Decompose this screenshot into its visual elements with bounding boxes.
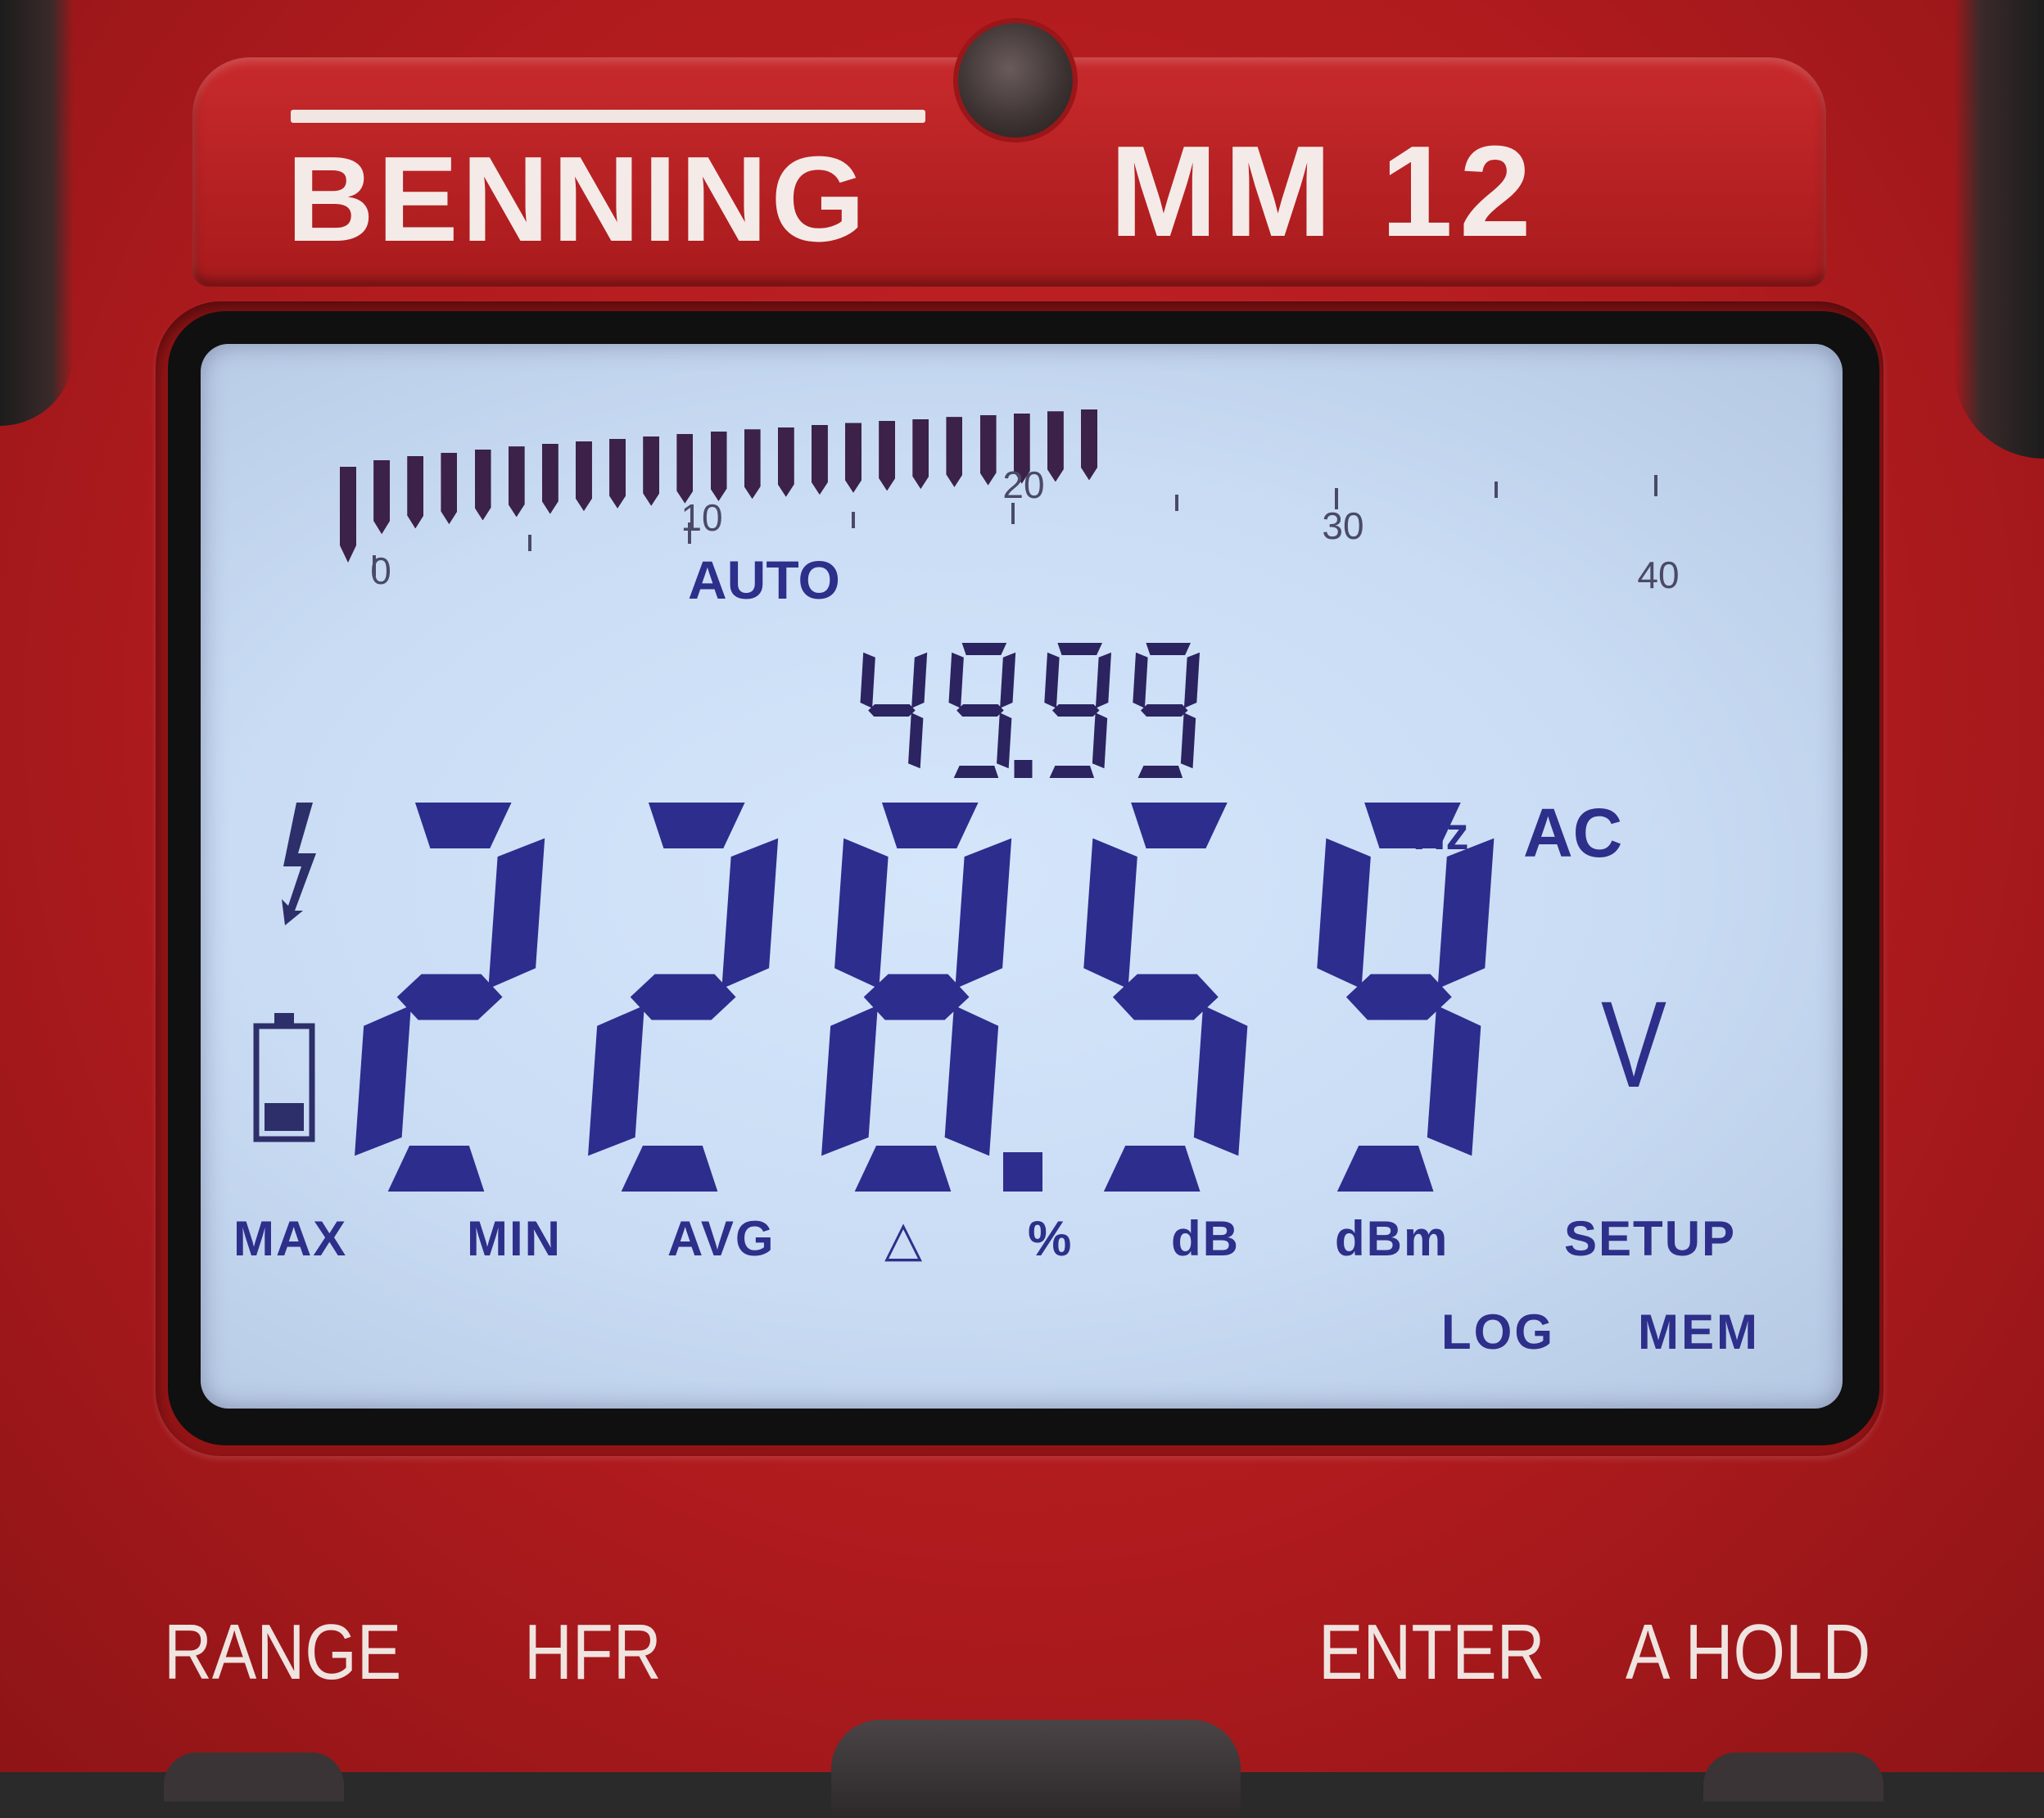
bargraph-scale-label: 30 xyxy=(1322,504,1364,547)
bargraph-segment xyxy=(946,417,963,487)
bargraph-tick xyxy=(1011,503,1015,525)
voltage-unit: V xyxy=(1601,975,1667,1113)
bargraph-tick xyxy=(688,522,691,544)
frequency-digit xyxy=(860,652,928,769)
a-hold-button-label: A HOLD xyxy=(1626,1608,1871,1696)
bargraph-segment xyxy=(474,449,491,521)
auto-range-indicator: AUTO xyxy=(688,549,840,610)
bargraph-segment xyxy=(1013,413,1030,484)
bargraph-segment xyxy=(340,467,356,563)
bargraph-segment xyxy=(541,443,558,514)
annunciator-2: AVG xyxy=(667,1211,776,1266)
light-sensor xyxy=(958,23,1073,138)
hfr-button-label: HFR xyxy=(524,1608,662,1696)
bargraph-segment xyxy=(643,436,660,506)
frequency-digits xyxy=(860,643,1200,778)
annunciator-5: dB xyxy=(1171,1211,1240,1266)
bargraph-tick xyxy=(852,511,855,528)
enter-button-label: ENTER xyxy=(1318,1608,1545,1696)
bargraph-segment xyxy=(407,455,424,529)
bargraph-segment xyxy=(676,433,694,504)
bargraph-segment xyxy=(508,446,525,518)
bargraph-scale-label: 20 xyxy=(1002,464,1045,506)
left-button-edge[interactable] xyxy=(164,1752,344,1802)
bargraph-segment xyxy=(777,427,794,497)
bargraph-segment xyxy=(441,452,458,525)
annunciator-0: MAX xyxy=(233,1211,348,1266)
frequency-digit xyxy=(1133,643,1200,778)
bargraph-segment xyxy=(979,414,997,486)
range-button-label: RANGE xyxy=(164,1608,402,1696)
frequency-digit xyxy=(1044,643,1111,778)
right-button-edge[interactable] xyxy=(1703,1752,1883,1802)
main-voltage-reading xyxy=(352,803,1812,1204)
housing-rubber-right xyxy=(1954,0,2044,459)
annunciator-log: LOG xyxy=(1441,1305,1555,1359)
bargraph-segment xyxy=(811,424,828,495)
housing-rubber-left xyxy=(0,0,74,426)
voltage-digit xyxy=(355,803,545,1192)
voltage-digit xyxy=(588,803,779,1192)
center-button[interactable] xyxy=(831,1720,1241,1818)
frequency-decimal-point xyxy=(1014,760,1033,778)
battery-icon xyxy=(253,1013,315,1142)
model-name: MM 12 xyxy=(1110,120,1538,264)
hazard-bolt-icon xyxy=(282,803,316,925)
annunciator-3: △ xyxy=(884,1211,925,1266)
brand-underline xyxy=(291,110,925,123)
bargraph-scale-label: 0 xyxy=(370,549,391,592)
voltage-digit xyxy=(1317,803,1495,1192)
bargraph-tick xyxy=(1175,495,1178,512)
frequency-reading xyxy=(856,643,1339,790)
bargraph-segment xyxy=(879,420,896,491)
annunciator-7: SETUP xyxy=(1564,1211,1737,1266)
bargraph-scale-label: 10 xyxy=(681,496,723,539)
bargraph-segment xyxy=(575,441,592,512)
annunciator-1: MIN xyxy=(467,1211,562,1266)
bargraph-tick xyxy=(1335,487,1338,509)
voltage-decimal-point xyxy=(1003,1152,1042,1192)
bargraph-segment xyxy=(845,423,862,493)
voltage-digits xyxy=(355,803,1495,1192)
bargraph-segment xyxy=(373,459,391,535)
frequency-digit xyxy=(948,643,1016,778)
annunciator-mem: MEM xyxy=(1638,1305,1760,1359)
voltage-digit xyxy=(821,803,1012,1192)
bargraph-tick xyxy=(373,554,376,577)
bargraph-segment xyxy=(1047,411,1064,482)
bargraph-segment xyxy=(1081,409,1097,481)
annunciator-6: dBm xyxy=(1335,1211,1449,1266)
bargraph-segment xyxy=(609,438,626,509)
brand-name: BENNING xyxy=(287,132,869,267)
bargraph-segment xyxy=(912,418,929,490)
ac-indicator: AC xyxy=(1523,794,1623,871)
bargraph-tick xyxy=(1654,475,1657,496)
bargraph-tick xyxy=(528,534,531,551)
annunciator-4: % xyxy=(1028,1211,1074,1266)
bargraph-segment xyxy=(710,431,727,501)
voltage-digit xyxy=(1083,803,1248,1192)
bargraph-segment xyxy=(744,429,761,500)
bargraph-scale-label: 40 xyxy=(1637,554,1680,596)
bargraph-tick xyxy=(1495,481,1498,498)
